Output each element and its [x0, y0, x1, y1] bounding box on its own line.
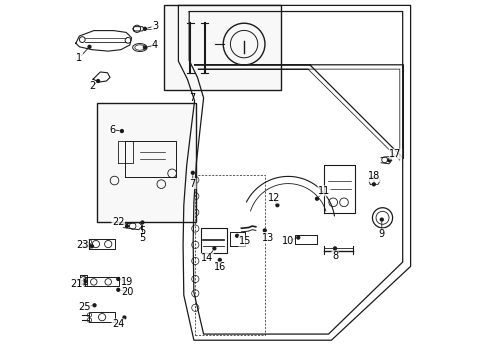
Circle shape	[88, 45, 91, 48]
Bar	[98, 103, 196, 222]
Text: 11: 11	[318, 186, 330, 196]
Text: 15: 15	[239, 236, 251, 246]
Circle shape	[380, 218, 383, 221]
Text: 25: 25	[78, 302, 91, 312]
Text: 2: 2	[89, 81, 95, 91]
Circle shape	[123, 316, 126, 319]
Circle shape	[91, 245, 94, 248]
Text: 20: 20	[121, 287, 133, 297]
Text: 17: 17	[389, 149, 402, 159]
Text: 13: 13	[262, 233, 274, 243]
Text: 19: 19	[121, 276, 133, 287]
Circle shape	[297, 236, 300, 239]
Text: 10: 10	[282, 236, 294, 246]
Circle shape	[125, 225, 128, 228]
Circle shape	[316, 197, 318, 200]
Text: 8: 8	[332, 251, 338, 261]
Text: 3: 3	[152, 21, 158, 31]
Circle shape	[236, 234, 239, 237]
Text: 9: 9	[379, 229, 385, 239]
Text: 1: 1	[76, 53, 82, 63]
Text: 23: 23	[76, 240, 89, 250]
Text: 24: 24	[112, 319, 124, 329]
Circle shape	[141, 221, 144, 224]
Circle shape	[93, 304, 96, 307]
Circle shape	[334, 247, 337, 250]
Text: 21: 21	[71, 279, 83, 289]
Circle shape	[144, 46, 147, 49]
Circle shape	[219, 258, 221, 261]
Circle shape	[117, 288, 120, 291]
Circle shape	[144, 27, 147, 30]
Text: 6: 6	[109, 125, 115, 135]
Circle shape	[213, 247, 216, 250]
Circle shape	[97, 80, 99, 82]
Text: 16: 16	[214, 262, 226, 272]
Text: 4: 4	[152, 40, 158, 50]
Circle shape	[117, 278, 120, 280]
Text: 5: 5	[139, 233, 146, 243]
Circle shape	[121, 130, 123, 132]
Text: 18: 18	[368, 171, 380, 181]
Circle shape	[192, 171, 194, 174]
Text: 7: 7	[190, 93, 196, 103]
Circle shape	[263, 229, 266, 232]
Text: 14: 14	[201, 253, 213, 264]
Circle shape	[372, 183, 375, 186]
Circle shape	[83, 279, 86, 282]
Text: 5: 5	[139, 226, 146, 236]
Text: 12: 12	[268, 193, 280, 203]
Circle shape	[388, 159, 391, 162]
Circle shape	[276, 204, 279, 207]
Text: 7: 7	[190, 179, 196, 189]
Bar	[164, 5, 281, 90]
Text: 22: 22	[112, 217, 124, 227]
